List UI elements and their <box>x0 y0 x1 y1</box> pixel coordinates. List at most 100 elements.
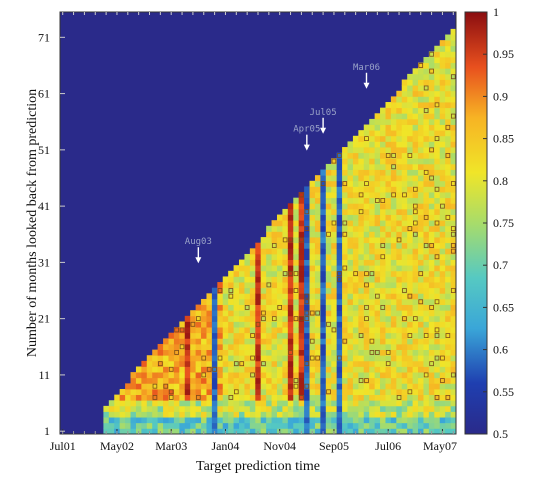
heatmap-cell <box>168 349 175 356</box>
heatmap-cell <box>320 214 327 221</box>
heatmap-cell <box>390 130 397 137</box>
heatmap-cell <box>450 79 457 86</box>
heatmap-cell <box>450 102 457 109</box>
heatmap-cell <box>423 90 430 97</box>
heatmap-cell <box>412 220 419 227</box>
highlight-marker <box>233 389 239 395</box>
heatmap-cell <box>434 163 441 170</box>
heatmap-cell <box>239 332 245 339</box>
heatmap-cell <box>244 400 251 407</box>
heatmap-cell <box>412 327 419 334</box>
heatmap-cell <box>434 315 441 322</box>
heatmap-cell <box>423 180 430 187</box>
heatmap-cell <box>450 208 457 215</box>
highlight-marker <box>412 186 418 192</box>
heatmap-cell <box>168 338 175 345</box>
heatmap-cell <box>222 287 229 294</box>
highlight-marker <box>261 310 266 316</box>
heatmap-cell <box>380 411 386 418</box>
heatmap-cell <box>255 400 262 407</box>
heatmap-cell <box>130 400 137 407</box>
heatmap-cell <box>266 293 272 300</box>
heatmap-cell <box>168 388 175 396</box>
heatmap-cell <box>293 343 300 350</box>
heatmap-cell <box>255 422 262 429</box>
heatmap-cell <box>412 428 419 435</box>
heatmap-cell <box>314 248 321 255</box>
heatmap-cell <box>130 388 137 396</box>
heatmap-cell <box>412 124 419 131</box>
heatmap-cell <box>401 304 408 311</box>
heatmap-cell <box>369 422 376 429</box>
heatmap-cell <box>358 293 365 300</box>
highlight-marker <box>250 372 255 378</box>
heatmap-cell <box>445 417 451 424</box>
heatmap-cell <box>396 276 403 283</box>
heatmap-cell <box>369 383 376 390</box>
heatmap-cell <box>271 388 278 396</box>
heatmap-cell <box>380 242 386 249</box>
heatmap-cell <box>445 293 451 300</box>
heatmap-cell <box>276 349 283 356</box>
heatmap-cell <box>157 372 164 379</box>
heatmap-cell <box>314 180 321 187</box>
heatmap-cell <box>401 282 408 289</box>
heatmap-cell <box>445 208 451 215</box>
heatmap-cell <box>363 180 370 187</box>
heatmap-cell <box>276 231 283 238</box>
heatmap-cell <box>314 197 321 204</box>
heatmap-cell <box>358 220 365 227</box>
heatmap-cell <box>260 287 267 294</box>
heatmap-cell <box>352 242 359 249</box>
heatmap-cell <box>331 327 338 334</box>
heatmap-cell <box>206 298 213 305</box>
heatmap-cell <box>347 242 354 249</box>
heatmap-cell <box>412 214 419 221</box>
heatmap-cell <box>358 130 365 137</box>
heatmap-cell <box>439 360 446 367</box>
heatmap-cell <box>271 321 278 328</box>
heatmap-cell <box>445 197 451 204</box>
heatmap-cell <box>336 304 343 311</box>
heatmap-cell <box>434 282 441 289</box>
heatmap-cell <box>304 237 310 244</box>
heatmap-cell <box>412 169 419 176</box>
heatmap-cell <box>168 377 175 384</box>
heatmap-cell <box>352 175 359 182</box>
highlight-marker <box>445 124 451 130</box>
heatmap-cell <box>108 405 115 412</box>
heatmap-cell <box>369 327 376 334</box>
heatmap-cell <box>184 383 191 390</box>
heatmap-cell <box>347 405 354 412</box>
heatmap-cell <box>396 107 403 114</box>
heatmap-cell <box>336 355 343 362</box>
heatmap-cell <box>396 377 403 384</box>
heatmap-cell <box>276 343 283 350</box>
heatmap-cell <box>260 321 267 328</box>
heatmap-cell <box>445 259 451 266</box>
heatmap-cell <box>374 163 381 170</box>
heatmap-cell <box>135 372 142 379</box>
heatmap-cell <box>380 377 386 384</box>
heatmap-cell <box>434 147 441 154</box>
heatmap-cell <box>249 338 256 345</box>
heatmap-cell <box>380 355 386 362</box>
heatmap-cell <box>320 282 327 289</box>
heatmap-cell <box>374 180 381 187</box>
heatmap-cell <box>325 321 332 328</box>
heatmap-cell <box>293 214 300 221</box>
heatmap-cell <box>314 175 321 182</box>
heatmap-cell <box>369 118 376 125</box>
heatmap-cell <box>380 203 386 210</box>
heatmap-cell <box>445 270 451 277</box>
highlight-marker <box>364 378 369 383</box>
heatmap-cell <box>325 355 332 362</box>
heatmap-cell <box>260 388 267 396</box>
heatmap-cell <box>401 372 408 379</box>
heatmap-cell <box>342 360 348 367</box>
heatmap-cell <box>266 315 272 322</box>
heatmap-cell <box>293 287 300 294</box>
heatmap-cell <box>407 192 413 199</box>
highlight-marker <box>423 372 429 378</box>
heatmap-cell <box>201 343 207 350</box>
